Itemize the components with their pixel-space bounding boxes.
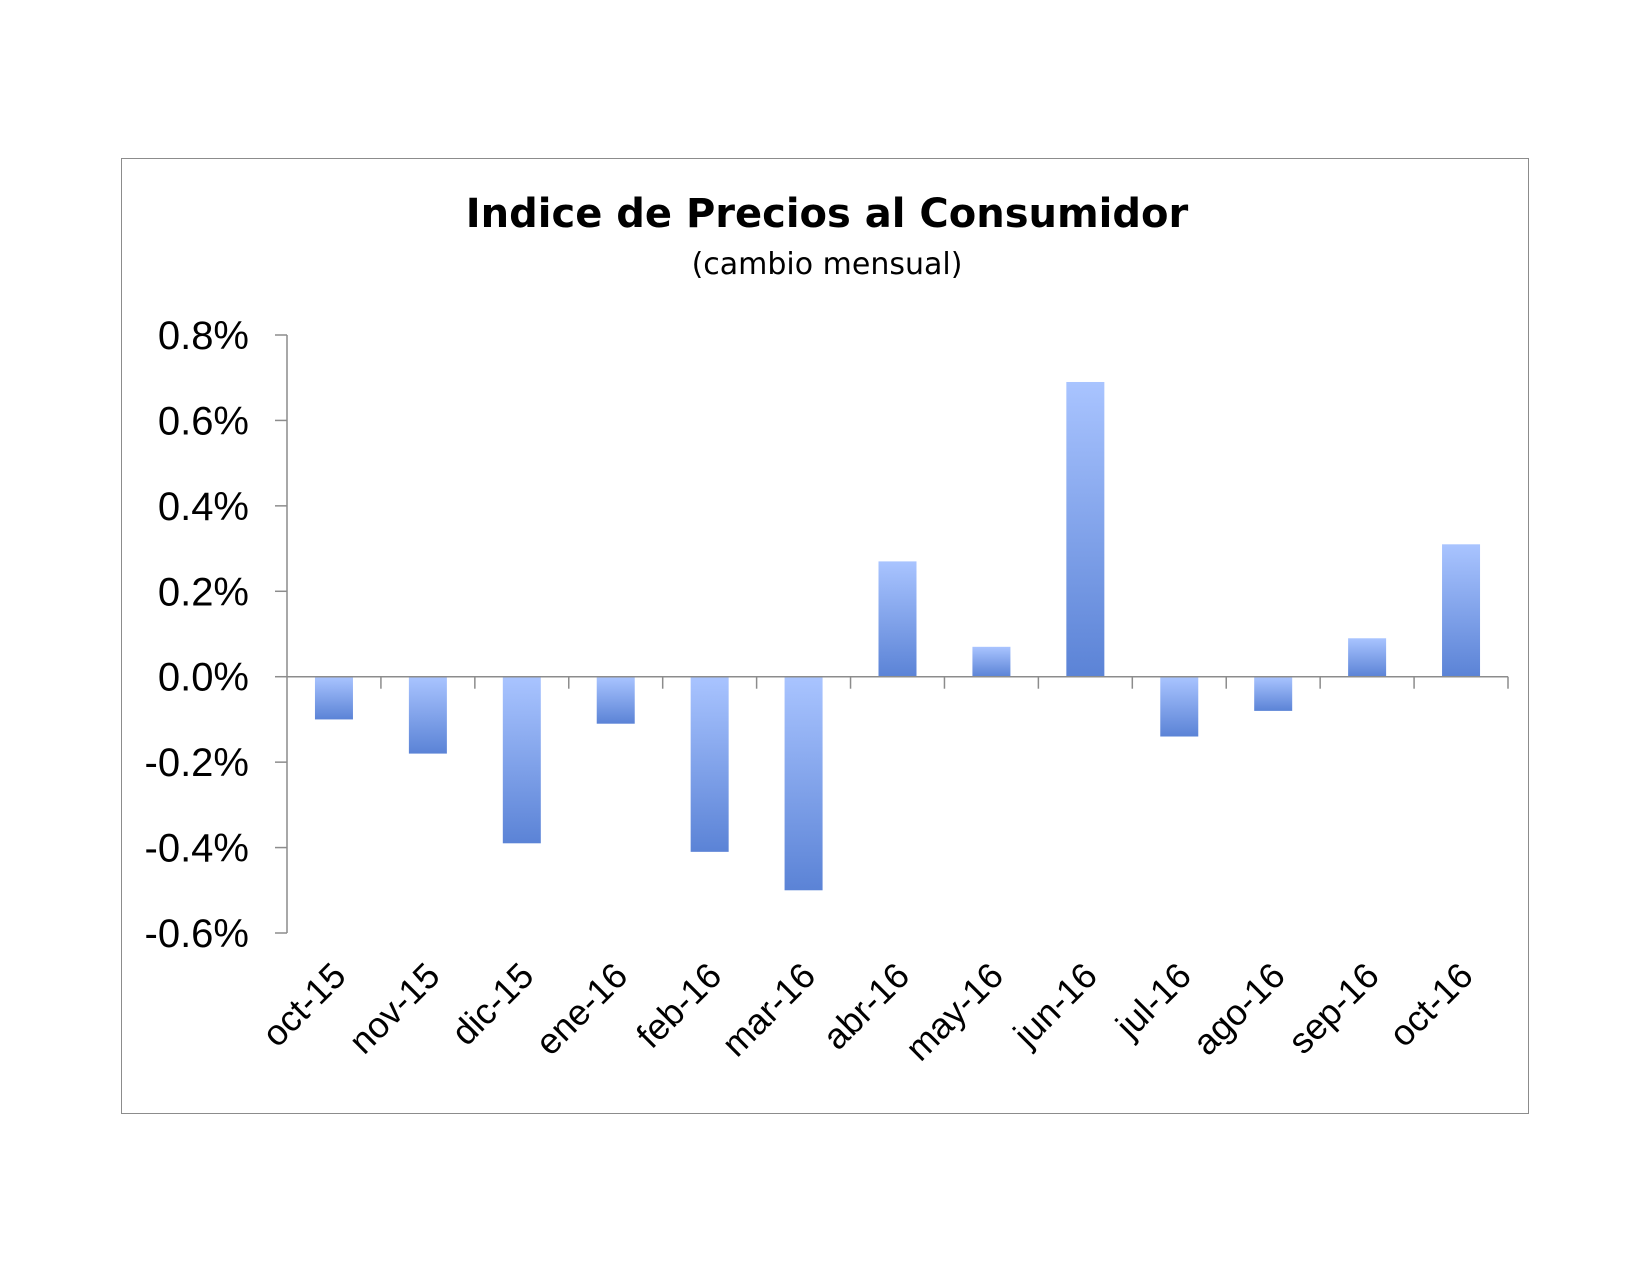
x-tick-label: oct-15 [254, 955, 354, 1055]
x-tick-labels: oct-15nov-15dic-15ene-16feb-16mar-16abr-… [254, 955, 1481, 1069]
x-tick-label: may-16 [897, 955, 1011, 1069]
chart-subtitle: (cambio mensual) [692, 247, 963, 282]
x-tick-label: jun-16 [1005, 955, 1105, 1055]
bar [1066, 381, 1105, 677]
y-tick-label: -0.2% [145, 741, 250, 785]
x-tick-label: nov-15 [341, 955, 448, 1062]
bar [690, 676, 729, 852]
x-tick-label: ene-16 [527, 955, 635, 1063]
bar [1442, 544, 1481, 677]
y-tick-label: 0.2% [158, 570, 249, 614]
bar [502, 676, 541, 844]
bar [408, 676, 447, 754]
x-tick-label: ago-16 [1185, 955, 1293, 1063]
bar [596, 676, 635, 724]
bar [1348, 638, 1387, 677]
bar [972, 646, 1011, 677]
bar [784, 676, 823, 891]
bar [1254, 676, 1293, 711]
chart-title: Indice de Precios al Consumidor [466, 191, 1189, 237]
x-tick-label: mar-16 [714, 955, 824, 1065]
x-tick-label: oct-16 [1381, 955, 1481, 1055]
y-tick-label: 0.0% [158, 656, 249, 700]
bar [1160, 676, 1199, 737]
bar [314, 676, 353, 720]
bars [314, 381, 1481, 891]
x-tick-label: dic-15 [443, 955, 541, 1053]
x-tick-label: sep-16 [1280, 955, 1387, 1062]
y-tick-label: -0.6% [145, 912, 250, 956]
chart-frame [121, 158, 1529, 1114]
y-tick-label: 0.4% [158, 485, 249, 529]
x-axis [287, 675, 1509, 689]
y-axis: 0.8% 0.6% 0.4% 0.2% 0.0% -0.2% -0.4% -0.6% [145, 314, 288, 956]
bar [878, 561, 917, 677]
y-tick-label: 0.6% [158, 399, 249, 443]
y-tick-label: -0.4% [145, 827, 250, 871]
x-tick-label: feb-16 [628, 955, 729, 1056]
y-tick-label: 0.8% [158, 314, 249, 358]
